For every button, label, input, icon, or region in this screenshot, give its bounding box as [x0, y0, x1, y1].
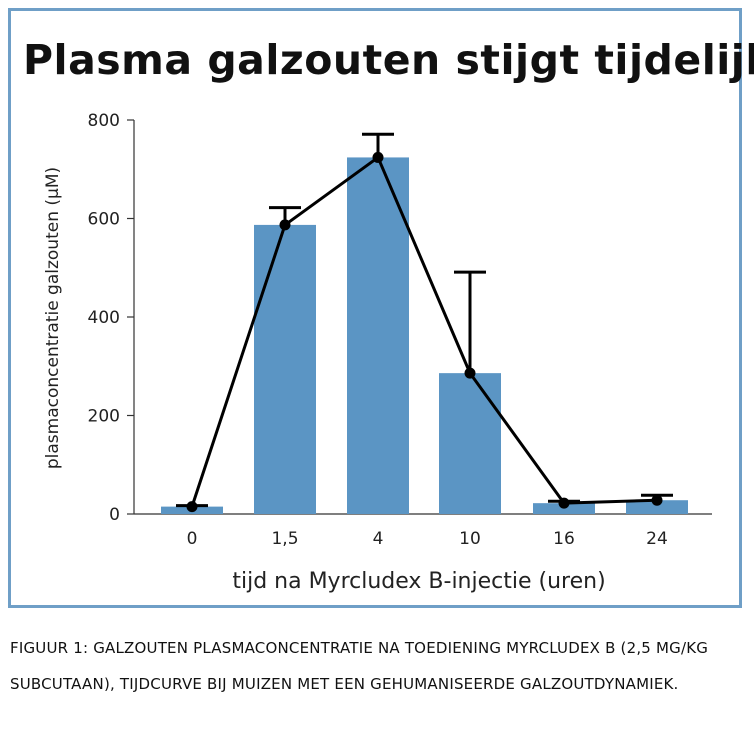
x-tick-label: 0 [187, 529, 198, 549]
bar [347, 157, 409, 514]
y-tick-label: 0 [109, 505, 120, 525]
figure-caption: Figuur 1: Galzouten plasmaconcentratie n… [10, 639, 709, 693]
chart-title: Plasma galzouten stijgt tijdelijk [23, 36, 754, 84]
y-axis-label: plasmaconcentratie galzouten (µM) [43, 167, 63, 469]
x-tick-label: 4 [373, 529, 384, 549]
data-point [279, 219, 291, 231]
data-point [651, 494, 663, 506]
line-series [186, 151, 663, 513]
data-point [186, 501, 198, 513]
x-tick-label: 16 [553, 529, 575, 549]
bar-chart: 0 200 400 600 800 0 1,5 4 10 16 24 plasmaconcentr… [43, 111, 712, 594]
data-point [464, 367, 476, 379]
x-axis: 0 1,5 4 10 16 24 [134, 513, 712, 549]
bar [626, 500, 688, 514]
data-point [558, 497, 570, 509]
x-axis-label: tijd na Myrcludex B-injectie (uren) [232, 569, 605, 594]
x-tick-label: 10 [459, 529, 481, 549]
bars [161, 157, 688, 514]
y-tick-label: 400 [88, 308, 120, 328]
y-tick-label: 600 [88, 210, 120, 230]
x-tick-label: 1,5 [271, 529, 298, 549]
series-line [190, 155, 658, 508]
y-tick-label: 800 [88, 111, 120, 131]
data-point [372, 151, 384, 163]
error-bars [176, 132, 673, 508]
bar [254, 224, 316, 514]
bar [439, 373, 501, 514]
x-tick-label: 24 [646, 529, 668, 549]
y-tick-label: 200 [88, 407, 120, 427]
y-axis: 0 200 400 600 800 [88, 111, 135, 525]
